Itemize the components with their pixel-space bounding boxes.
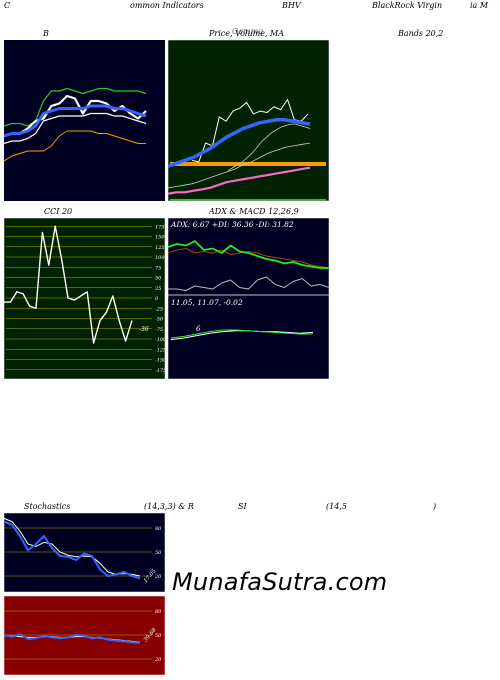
rsi-grid: 80 50 20 <box>4 609 162 663</box>
stoch-label: Stochastics <box>24 502 71 511</box>
stoch-tick-label: 20 <box>154 574 162 580</box>
cci-tick-label: 75 <box>155 265 161 271</box>
price-ma-pink <box>168 166 311 195</box>
header-text-c: C <box>4 1 11 10</box>
bands-label: B <box>43 29 49 38</box>
stoch-params: (14,3,3) & R <box>144 502 194 511</box>
bollinger-ma <box>4 104 147 138</box>
header-text-indicators: ommon Indicators <box>130 1 204 10</box>
stoch-tick-label: 80 <box>155 526 162 532</box>
rsi-label: SI <box>238 502 247 511</box>
cci-tick-label: -75 <box>155 327 163 333</box>
cci-line-path <box>4 225 133 344</box>
bollinger-upper-band <box>4 87 147 127</box>
adx-panel: ADX: 6.67 +DI: 36.36 -DI: 31.82 11.05, 1… <box>168 218 329 379</box>
price-bg <box>168 40 329 201</box>
rsi-params: (14,5 <box>326 502 347 511</box>
cci-grid: 175 150 125 100 75 50 25 0 -25 -50 -75 -100 -125 -150… <box>6 224 165 374</box>
price-close-line <box>191 99 309 163</box>
header-text-tail: ia M <box>470 1 489 10</box>
bollinger-price <box>4 94 147 138</box>
cci-tick-label: 25 <box>154 286 161 292</box>
stoch-grid: 80 50 20 <box>4 526 162 580</box>
cci-tick-label: -125 <box>155 347 165 353</box>
adx-line <box>168 276 329 291</box>
rsi-line <box>4 633 141 644</box>
adx-bg <box>168 218 329 379</box>
header-text-symbol: BHV <box>282 1 301 10</box>
price-volume-band <box>170 162 326 166</box>
adx-macd-label: ADX & MACD 12,26,9 <box>209 207 299 216</box>
rsi-tick-label: 50 <box>155 633 162 639</box>
macd-marker: 6 <box>196 325 201 333</box>
cci-tick-label: -25 <box>155 306 163 312</box>
cci-tick-label: -50 <box>155 317 164 323</box>
stoch-lines <box>4 517 141 580</box>
cci-tick-label: -175 <box>155 368 165 374</box>
macd-values: 11.05, 11.07, -0.02 <box>171 298 243 307</box>
stoch-tick-label: 50 <box>155 550 162 556</box>
macd-lines <box>170 329 314 341</box>
price-ma-white <box>227 123 311 171</box>
cci-bg <box>4 218 165 379</box>
bollinger-panel <box>4 40 165 201</box>
price-bottom-line <box>170 199 326 201</box>
rsi-close: ) <box>433 502 437 511</box>
header-text-company: BlackRock Virgin <box>372 1 443 10</box>
adx-plus-di <box>168 240 329 269</box>
watermark: MunafaSutra.com <box>172 568 388 596</box>
cci-tick-label: 0 <box>155 296 159 302</box>
cci-value: -36 <box>139 326 149 333</box>
stoch-k-line <box>4 520 141 580</box>
rsi-tick-label: 80 <box>155 609 162 615</box>
adx-lines <box>168 240 329 291</box>
price-ma-blue <box>168 118 311 168</box>
cci-line <box>4 225 133 344</box>
cci-tick-label: -150 <box>155 358 165 364</box>
bollinger-lines <box>4 87 147 162</box>
rsi-lines <box>4 633 141 644</box>
adx-values: ADX: 6.67 +DI: 36.36 -DI: 31.82 <box>170 220 294 229</box>
price-ma-long <box>168 142 311 189</box>
cci-label: CCI 20 <box>44 207 73 216</box>
bollinger-lower-band <box>4 130 146 162</box>
price-panel <box>168 40 329 201</box>
rsi-tick-label: 20 <box>154 657 162 663</box>
price-label: Price, Volume, MA <box>209 29 285 38</box>
macd-line <box>170 329 313 339</box>
adx-minus-di <box>168 248 329 269</box>
cci-tick-label: 100 <box>155 255 165 261</box>
bollinger-middle-band <box>4 112 147 145</box>
price-lines <box>168 99 311 195</box>
cci-tick-label: 175 <box>155 224 165 230</box>
cci-tick-label: 50 <box>155 276 162 282</box>
stoch-bg <box>4 513 165 592</box>
bands-label-right: Bands 20,2 <box>398 29 444 38</box>
cci-tick-label: 150 <box>155 235 165 241</box>
cci-tick-label: 125 <box>155 245 165 251</box>
price-label-extra: Gamma <box>232 27 264 36</box>
bollinger-bg <box>4 40 165 201</box>
cci-tick-label: -100 <box>155 337 165 343</box>
cci-panel: 175 150 125 100 75 50 25 0 -25 -50 -75 -100 -125 -150… <box>4 218 165 379</box>
